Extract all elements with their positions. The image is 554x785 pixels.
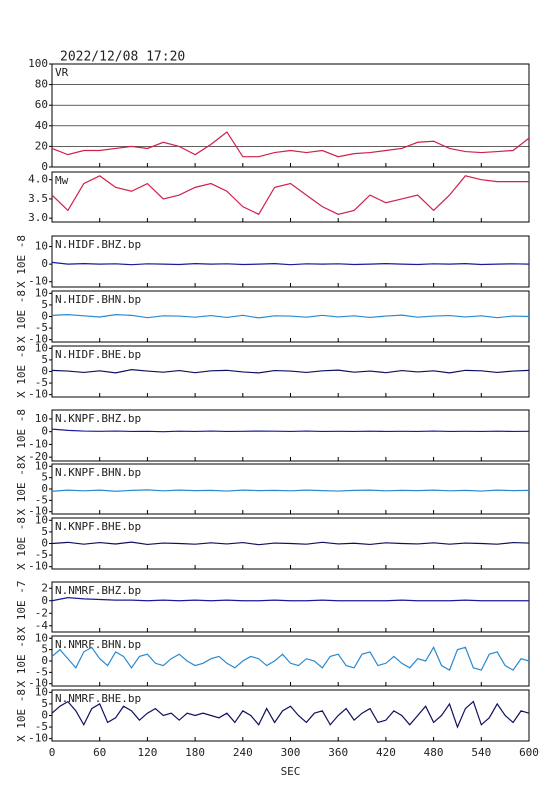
y-axis-label: X 10E -7	[15, 581, 28, 634]
y-tick-label: -10	[28, 677, 48, 690]
x-tick-label: 420	[376, 746, 396, 759]
y-tick-label: -10	[28, 275, 48, 288]
y-axis-label: X 10E -8	[15, 290, 28, 343]
waveform	[51, 131, 530, 158]
y-tick-label: 0	[41, 257, 48, 270]
channel-label: N.KNPF.BHZ.bp	[55, 412, 141, 425]
waveform	[51, 541, 530, 546]
y-tick-label: -10	[28, 732, 48, 745]
channel-label: N.HIDF.BHN.bp	[55, 293, 141, 306]
y-tick-label: 0	[41, 654, 48, 667]
y-axis-label: X 10E -8	[15, 409, 28, 462]
y-tick-label: 0	[41, 537, 48, 550]
waveform	[51, 646, 530, 671]
y-tick-label: -10	[28, 560, 48, 573]
y-axis-label: X 10E -8	[15, 345, 28, 398]
y-tick-label: -4	[35, 619, 49, 632]
y-tick-label: 60	[35, 98, 48, 111]
channel-label: Mw	[55, 174, 69, 187]
y-tick-label: -10	[28, 437, 48, 450]
waveform	[51, 314, 530, 319]
y-tick-label: 0	[41, 365, 48, 378]
y-tick-label: 5	[41, 643, 48, 656]
waveform	[51, 489, 530, 492]
y-tick-label: -10	[28, 388, 48, 401]
y-tick-label: -5	[35, 493, 48, 506]
y-tick-label: 5	[41, 525, 48, 538]
y-tick-label: 10	[35, 513, 48, 526]
y-tick-label: -10	[28, 333, 48, 346]
x-tick-label: 180	[185, 746, 205, 759]
y-tick-label: -5	[35, 665, 48, 678]
x-tick-label: 0	[49, 746, 56, 759]
x-tick-label: 480	[424, 746, 444, 759]
y-tick-label: 5	[41, 298, 48, 311]
x-tick-label: 60	[93, 746, 106, 759]
y-tick-label: 5	[41, 697, 48, 710]
y-axis-label: X 10E -8	[15, 689, 28, 742]
waveform	[51, 428, 530, 433]
x-axis-label: SEC	[281, 765, 301, 778]
y-axis-label: X 10E -8	[15, 235, 28, 288]
y-tick-label: 3.0	[28, 211, 48, 224]
channel-label: N.HIDF.BHE.bp	[55, 348, 141, 361]
x-tick-label: 360	[328, 746, 348, 759]
y-axis-label: X 10E -8	[15, 463, 28, 516]
y-tick-label: -5	[35, 548, 48, 561]
y-tick-label: 10	[35, 685, 48, 698]
y-tick-label: 0	[41, 482, 48, 495]
waveform	[51, 700, 530, 729]
y-tick-label: -5	[35, 376, 48, 389]
channel-label: VR	[55, 66, 69, 79]
y-tick-label: 10	[35, 631, 48, 644]
y-tick-label: 5	[41, 353, 48, 366]
channel-label: N.HIDF.BHZ.bp	[55, 238, 141, 251]
x-tick-label: 120	[137, 746, 157, 759]
y-tick-label: 10	[35, 240, 48, 253]
y-tick-label: 3.5	[28, 192, 48, 205]
y-axis-label: X 10E -8	[15, 517, 28, 570]
panel-frame	[51, 63, 530, 168]
x-tick-label: 540	[471, 746, 491, 759]
y-tick-label: -10	[28, 505, 48, 518]
y-tick-label: 0	[41, 425, 48, 438]
y-tick-label: -5	[35, 720, 48, 733]
y-tick-label: -5	[35, 321, 48, 334]
y-tick-label: 40	[35, 119, 48, 132]
x-tick-label: 600	[519, 746, 539, 759]
channel-label: N.KNPF.BHN.bp	[55, 466, 141, 479]
y-tick-label: 10	[35, 459, 48, 472]
y-tick-label: 80	[35, 78, 48, 91]
y-tick-label: 4.0	[28, 173, 48, 186]
x-tick-label: 300	[281, 746, 301, 759]
channel-label: N.NMRF.BHN.bp	[55, 638, 141, 651]
y-tick-label: 0	[41, 594, 48, 607]
y-tick-label: 0	[41, 709, 48, 722]
channel-label: N.KNPF.BHE.bp	[55, 520, 141, 533]
y-tick-label: 10	[35, 412, 48, 425]
y-tick-label: 0	[41, 160, 48, 173]
waveform	[51, 369, 530, 374]
y-tick-label: 5	[41, 471, 48, 484]
y-tick-label: 20	[35, 139, 48, 152]
channel-label: N.NMRF.BHE.bp	[55, 692, 141, 705]
x-tick-label: 240	[233, 746, 253, 759]
y-tick-label: 10	[35, 286, 48, 299]
channel-label: N.NMRF.BHZ.bp	[55, 584, 141, 597]
y-axis-label: X 10E -8	[15, 635, 28, 688]
y-tick-label: 10	[35, 341, 48, 354]
waveform	[51, 597, 529, 602]
y-tick-label: 0	[41, 310, 48, 323]
y-tick-label: -20	[28, 450, 48, 463]
y-tick-label: -2	[35, 606, 48, 619]
waveform	[51, 175, 529, 216]
panel-frame	[51, 171, 530, 223]
waveform	[51, 261, 530, 266]
chart-title: 2022/12/08 17:20	[60, 50, 185, 65]
y-tick-label: 2	[41, 581, 48, 594]
y-tick-label: 100	[28, 57, 48, 70]
